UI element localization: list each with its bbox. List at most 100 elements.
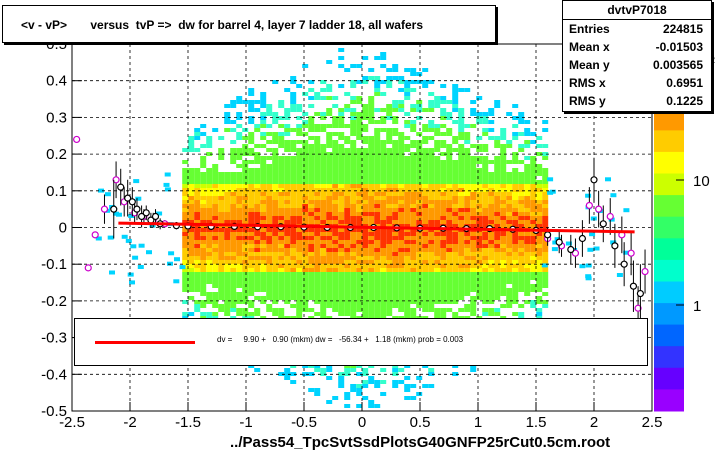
heat-cell (356, 200, 363, 204)
heat-cell (500, 180, 507, 184)
heat-cell (260, 116, 267, 120)
heat-cell (440, 312, 447, 316)
heat-cell (416, 160, 423, 164)
heat-cell (278, 272, 285, 276)
heat-cell (380, 260, 387, 264)
heat-cell (356, 300, 363, 304)
x-tick-label: 0 (358, 414, 366, 431)
heat-cell (248, 196, 255, 200)
heat-cell (452, 88, 459, 92)
heat-cell (212, 268, 219, 272)
heat-cell (188, 180, 195, 184)
heat-cell (218, 156, 225, 160)
heat-cell (362, 108, 369, 112)
heat-cell (458, 172, 465, 176)
heat-cell (530, 172, 537, 176)
heat-cell (218, 248, 225, 252)
heat-cell (458, 268, 465, 272)
heat-cell (248, 152, 255, 156)
heat-cell (230, 156, 237, 160)
heat-cell (440, 252, 447, 256)
heat-cell (206, 312, 213, 316)
heat-cell (284, 116, 291, 120)
heat-cell (242, 184, 249, 188)
heat-cell (488, 136, 495, 140)
heat-cell (392, 132, 399, 136)
heat-cell (188, 264, 195, 268)
heat-cell (266, 228, 273, 232)
heat-cell (344, 136, 351, 140)
heat-cell (344, 200, 351, 204)
heat-cell (224, 276, 231, 280)
stats-label: Mean x (569, 40, 610, 54)
heat-cell (416, 176, 423, 180)
heat-cell (302, 196, 309, 200)
heat-cell (500, 252, 507, 256)
heat-cell (260, 256, 267, 260)
heat-cell (398, 280, 405, 284)
heat-cell (326, 260, 333, 264)
heat-cell (458, 224, 465, 228)
heat-cell (434, 216, 441, 220)
heat-cell (242, 152, 249, 156)
heat-cell (368, 268, 375, 272)
heat-cell (524, 120, 531, 124)
heat-cell (530, 260, 537, 264)
heat-cell (482, 244, 489, 248)
heat-cell (290, 216, 297, 220)
heat-cell (344, 280, 351, 284)
heat-cell (530, 204, 537, 208)
heat-cell (356, 228, 363, 232)
heat-cell (362, 300, 369, 304)
heat-cell (296, 180, 303, 184)
heat-cell (314, 252, 321, 256)
heat-cell (428, 92, 435, 96)
heat-cell (518, 272, 525, 276)
heat-cell (212, 248, 219, 252)
black-profile-point (567, 245, 575, 254)
heat-cell (422, 272, 429, 276)
heat-cell (440, 124, 447, 128)
heat-cell (428, 240, 435, 244)
heat-cell (350, 156, 357, 160)
heat-cell (542, 184, 549, 188)
heat-cell (254, 204, 261, 208)
heat-cell (452, 268, 459, 272)
heat-cell (422, 228, 429, 232)
heat-cell (422, 288, 429, 292)
heat-cell (500, 248, 507, 252)
heat-cell (248, 180, 255, 184)
heat-cell (500, 128, 507, 132)
heat-cell (302, 212, 309, 216)
heat-cell (470, 244, 477, 248)
heat-cell (302, 248, 309, 252)
heat-cell (536, 192, 543, 196)
heat-cell (440, 100, 447, 104)
heat-cell (458, 236, 465, 240)
heat-cell (542, 196, 549, 200)
heat-cell (290, 144, 297, 148)
heat-cell (332, 256, 339, 260)
heat-cell (356, 156, 363, 160)
heat-cell (206, 244, 213, 248)
heat-cell (308, 240, 315, 244)
heat-cell (530, 300, 537, 304)
heat-cell (278, 184, 285, 188)
heat-cell (284, 144, 291, 148)
heat-cell (182, 180, 189, 184)
heat-cell (302, 164, 309, 168)
heat-cell (440, 168, 447, 172)
heat-cell (452, 192, 459, 196)
heat-cell (368, 108, 375, 112)
heat-cell (182, 216, 189, 220)
heat-cell (386, 148, 393, 152)
heat-cell (212, 168, 219, 172)
heat-cell (254, 276, 261, 280)
heat-cell (284, 228, 291, 232)
heat-cell (212, 260, 219, 264)
heat-cell (374, 128, 381, 132)
heat-cell (314, 152, 321, 156)
heat-cell (278, 268, 285, 272)
heat-cell (350, 236, 357, 240)
heat-cell (458, 180, 465, 184)
